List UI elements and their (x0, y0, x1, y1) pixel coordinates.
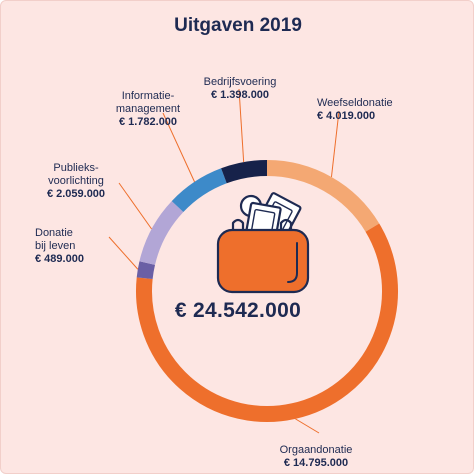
leader-lines (108, 88, 340, 434)
wallet-with-money-icon (216, 192, 310, 294)
leader-line (162, 112, 196, 183)
leader-line (118, 182, 153, 230)
label-value: € 1.782.000 (118, 116, 178, 128)
label-name: Orgaandonatie (279, 444, 353, 456)
label-publieksvoorlichting: Publieks- voorlichting € 2.059.000 (31, 149, 121, 214)
label-name: Bedrijfsvoering (203, 76, 277, 88)
label-value: € 4.019.000 (317, 110, 376, 122)
donut-slice-donatie-bij-leven (136, 261, 156, 280)
donut-slices (136, 160, 398, 422)
total-amount: € 24.542.000 (174, 299, 302, 322)
donut-slice-bedrijfsvoering (221, 160, 268, 184)
label-value: € 489.000 (35, 253, 84, 265)
label-weefseldonatie: Weefseldonatie € 4.019.000 (317, 84, 393, 136)
leader-line (238, 88, 245, 163)
label-name: Publieks- voorlichting (48, 162, 104, 187)
label-value: € 1.398.000 (210, 89, 270, 101)
leader-line (295, 418, 320, 434)
label-name: Weefseldonatie (317, 97, 393, 109)
donut-slice-orgaandonatie (136, 223, 398, 422)
label-orgaandonatie: Orgaandonatie € 14.795.000 (266, 431, 366, 473)
label-donatie-bij-leven: Donatie bij leven € 489.000 (35, 214, 109, 279)
label-value: € 2.059.000 (46, 188, 106, 200)
donut-slice-weefseldonatie (266, 160, 380, 232)
chart-title: Uitgaven 2019 (174, 15, 302, 36)
label-bedrijfsvoering: Bedrijfsvoering € 1.398.000 (197, 63, 283, 115)
label-informatiemanagement: Informatie- management € 1.782.000 (105, 77, 191, 142)
label-name: Informatie- management (115, 90, 181, 115)
donut-slice-publieksvoorlichting (139, 201, 184, 266)
label-name: Donatie bij leven (35, 227, 76, 252)
label-value: € 14.795.000 (283, 457, 349, 469)
donut-slice-informatiemanagement (171, 168, 227, 213)
leader-line (330, 110, 340, 178)
leader-line (108, 236, 139, 270)
